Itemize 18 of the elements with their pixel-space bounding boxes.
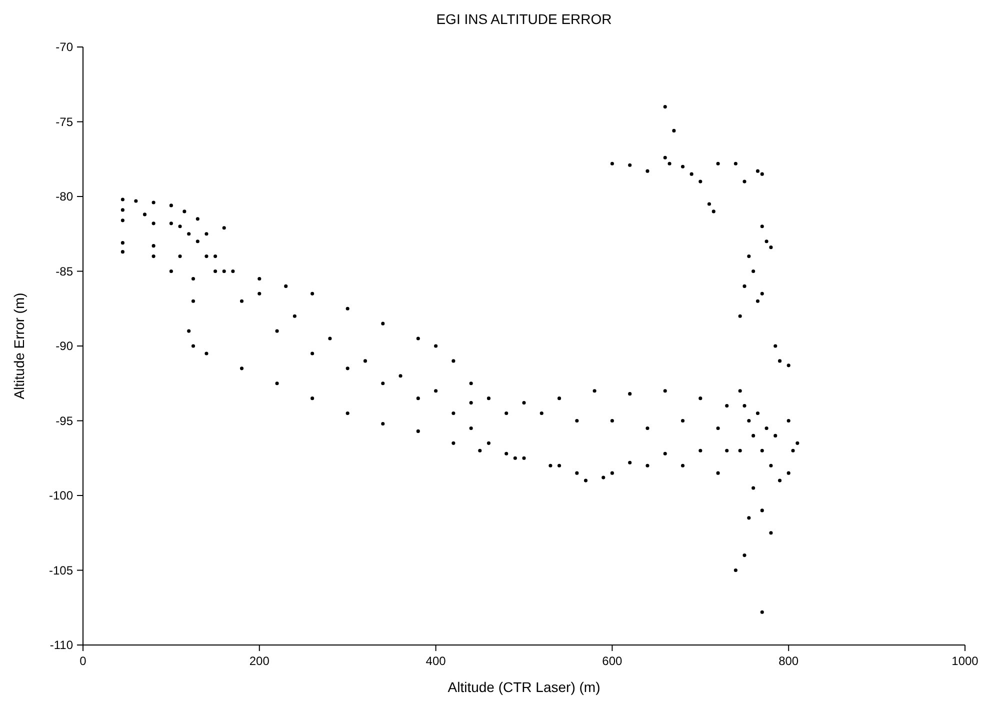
y-axis-title: Altitude Error (m) (11, 292, 27, 400)
y-tick-label: -105 (48, 563, 74, 578)
x-tick-label: 600 (602, 654, 623, 668)
x-tick-label: 0 (80, 654, 87, 668)
y-tick-label: -110 (50, 638, 74, 652)
y-tick-label: -100 (48, 488, 74, 503)
y-tick-label: -75 (56, 114, 74, 129)
y-tick-label: -95 (56, 414, 74, 428)
y-tick-label: -90 (56, 339, 74, 354)
x-axis-title: Altitude (CTR Laser) (m) (448, 679, 600, 695)
x-tick-label: 200 (249, 654, 270, 668)
y-tick-label: -85 (56, 264, 74, 278)
y-tick-label: -80 (56, 190, 74, 204)
chart-title: EGI INS ALTITUDE ERROR (436, 11, 612, 27)
x-tick-label: 400 (426, 654, 446, 668)
x-tick-label: 1000 (952, 654, 979, 668)
y-tick-label: -70 (56, 40, 74, 54)
x-tick-label: 800 (778, 654, 799, 668)
